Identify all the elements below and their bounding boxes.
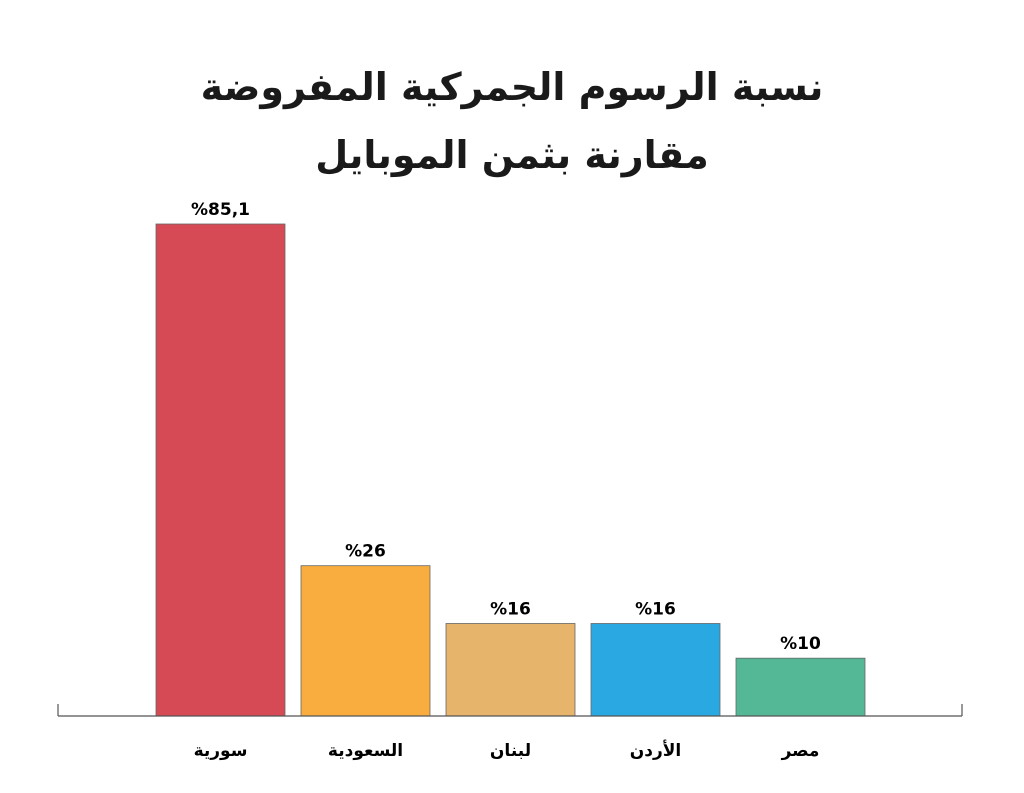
x-axis [57, 704, 963, 717]
chart-title-line-2: مقارنة بثمن الموبايل [315, 133, 709, 177]
value-label-4: %10 [780, 634, 821, 654]
bars-layer: %85,1 سورية %26 السعودية %16 لبنان %16 الأردن %1… [155, 200, 866, 761]
value-label-0: %85,1 [191, 200, 250, 220]
category-label-3: الأردن [630, 740, 682, 761]
category-label-2: لبنان [490, 741, 531, 761]
category-label-0: سورية [194, 741, 248, 761]
value-label-3: %16 [635, 599, 676, 619]
category-label-1: السعودية [328, 741, 403, 761]
bar-1 [300, 565, 431, 717]
bar-0 [155, 223, 286, 717]
value-label-1: %26 [345, 542, 386, 562]
bar-4 [735, 657, 866, 717]
bar-3 [590, 623, 721, 717]
category-label-4: مصر [781, 741, 820, 761]
value-label-2: %16 [490, 599, 531, 619]
chart-title-line-1: نسبة الرسوم الجمركية المفروضة [200, 65, 824, 109]
bar-2 [445, 623, 576, 717]
